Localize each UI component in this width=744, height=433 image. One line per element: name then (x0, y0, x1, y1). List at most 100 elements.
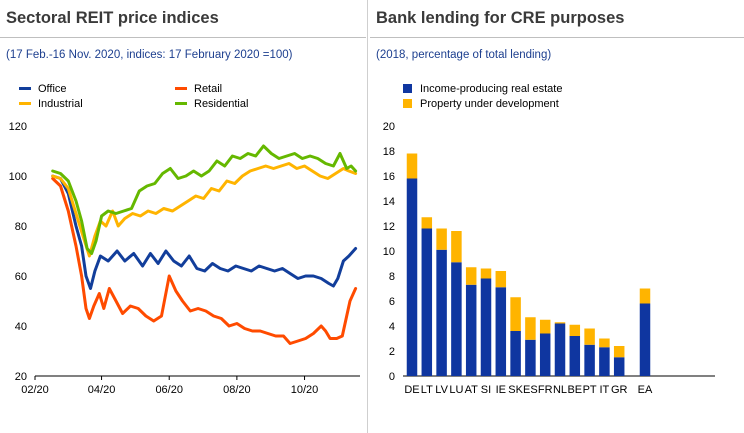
right-chart-title: Bank lending for CRE purposes (376, 9, 625, 27)
bar-income-producing-at (465, 284, 477, 376)
bar-chart-y-tick-label: 0 (389, 371, 395, 383)
bar-chart-category-label: AT (465, 384, 479, 396)
bar-chart-category-label: EA (638, 384, 653, 396)
left-chart-title: Sectoral REIT price indices (6, 9, 219, 27)
series-line-office (51, 174, 358, 290)
bar-chart-y-tick-label: 2 (389, 346, 395, 358)
bar-chart-category-label: BE (567, 384, 582, 396)
line-chart-y-tick-label: 60 (15, 271, 27, 283)
legend-item-property-development: Property under development (403, 98, 559, 110)
line-chart-y-tick-label: 120 (9, 121, 27, 133)
line-chart-x-tick-label: 02/20 (21, 384, 49, 396)
bar-chart-category-label: NL (553, 384, 567, 396)
legend-swatch-office (19, 86, 31, 90)
bar-income-producing-ie (495, 287, 507, 376)
bar-chart-category-label: FR (538, 384, 553, 396)
legend-label-income-producing: Income-producing real estate (420, 83, 563, 95)
legend-item-retail: Retail (175, 83, 222, 95)
bar-income-producing-it (599, 347, 610, 376)
bar-property-development-es (525, 317, 536, 340)
bar-chart-category-label: SI (481, 384, 491, 396)
bar-income-producing-nl (554, 323, 566, 376)
bar-property-development-it (599, 338, 610, 348)
bar-chart-category-label: ES (523, 384, 538, 396)
bar-chart-category-label: LV (435, 384, 448, 396)
bar-chart-y-tick-label: 14 (383, 196, 395, 208)
bar-income-producing-sk (510, 331, 521, 376)
bar-chart-y-tick-label: 12 (383, 221, 395, 233)
bar-property-development-gr (613, 346, 625, 358)
line-chart-y-tick-label: 20 (15, 371, 27, 383)
legend-label-property-development: Property under development (420, 98, 559, 110)
bar-chart-y-tick-label: 16 (383, 171, 395, 183)
legend-swatch-property-development (403, 98, 412, 108)
left-chart-panel: Sectoral REIT price indices (17 Feb.-16 … (0, 0, 366, 433)
line-chart-x-tick-label: 08/20 (223, 384, 251, 396)
bar-chart-y-tick-label: 6 (389, 296, 395, 308)
bar-income-producing-ea (639, 303, 651, 376)
bar-income-producing-gr (613, 357, 625, 376)
bar-property-development-de (406, 153, 418, 179)
bar-property-development-ea (639, 288, 651, 304)
right-title-divider (370, 37, 744, 38)
bar-chart-y-tick-label: 18 (383, 146, 395, 158)
bar-chart-category-label: PT (583, 384, 597, 396)
bar-property-development-pt (584, 328, 595, 345)
line-chart-y-tick-label: 100 (9, 171, 27, 183)
line-chart-x-tick-label: 04/20 (88, 384, 116, 396)
line-chart-y-tick-label: 80 (15, 221, 27, 233)
series-line-residential (51, 144, 358, 255)
right-chart-panel: Bank lending for CRE purposes (2018, per… (370, 0, 744, 433)
bar-chart-y-tick-label: 8 (389, 271, 395, 283)
bar-income-producing-lt (421, 228, 433, 376)
bar-chart-category-label: DE (404, 384, 419, 396)
legend-item-office: Office (19, 83, 67, 95)
legend-swatch-industrial (19, 101, 31, 105)
legend-item-industrial: Industrial (19, 98, 83, 110)
bar-property-development-lt (421, 217, 433, 229)
bar-income-producing-de (406, 178, 418, 376)
legend-item-income-producing: Income-producing real estate (403, 83, 562, 95)
bar-chart-category-label: IT (600, 384, 610, 396)
bar-chart-category-label: IE (496, 384, 506, 396)
legend-swatch-income-producing (403, 83, 412, 93)
line-chart-x-tick-label: 06/20 (155, 384, 183, 396)
legend-swatch-residential (175, 101, 187, 105)
line-chart-plot: 20 40 60 80 100 120 02/20 04/20 06/20 08/20 10/20 (9, 121, 360, 396)
bar-chart-category-label: LT (421, 384, 433, 396)
right-chart-subtitle: (2018, percentage of total lending) (376, 49, 552, 61)
bar-property-development-si (480, 268, 492, 279)
bar-property-development-sk (510, 297, 521, 331)
series-line-retail (51, 177, 358, 345)
bar-income-producing-es (525, 339, 536, 376)
bar-property-development-be (569, 324, 581, 336)
bar-income-producing-lu (451, 262, 462, 376)
bar-property-development-fr (539, 319, 551, 334)
bar-property-development-lu (451, 231, 462, 263)
panel-divider (367, 0, 368, 433)
bar-income-producing-pt (584, 344, 595, 376)
legend-label-residential: Residential (194, 98, 249, 110)
bar-income-producing-lv (436, 249, 447, 376)
bar-income-producing-fr (539, 333, 551, 376)
legend-swatch-retail (175, 86, 187, 90)
bar-chart-y-tick-label: 20 (383, 121, 395, 133)
bar-property-development-nl (554, 322, 566, 324)
series-line-industrial (51, 162, 358, 258)
bar-chart-plot: 0 2 4 6 8 10 12 14 16 18 20 DE LT LV LU AT SI IE SK ES FR NL B… (383, 121, 715, 396)
bar-chart-category-label: GR (611, 384, 628, 396)
bar-chart-category-label: LU (449, 384, 463, 396)
left-title-divider (0, 37, 366, 38)
legend-label-retail: Retail (194, 83, 223, 95)
bar-property-development-at (465, 267, 477, 285)
line-chart-y-tick-label: 40 (15, 321, 27, 333)
bar-property-development-ie (495, 271, 507, 288)
bar-chart-y-tick-label: 10 (383, 246, 395, 258)
bar-income-producing-si (480, 278, 492, 376)
legend-item-residential: Residential (175, 98, 248, 110)
bar-income-producing-be (569, 336, 581, 376)
bar-property-development-lv (436, 228, 447, 250)
legend-label-industrial: Industrial (38, 98, 83, 110)
legend-label-office: Office (38, 83, 67, 95)
line-chart-x-tick-label: 10/20 (291, 384, 319, 396)
